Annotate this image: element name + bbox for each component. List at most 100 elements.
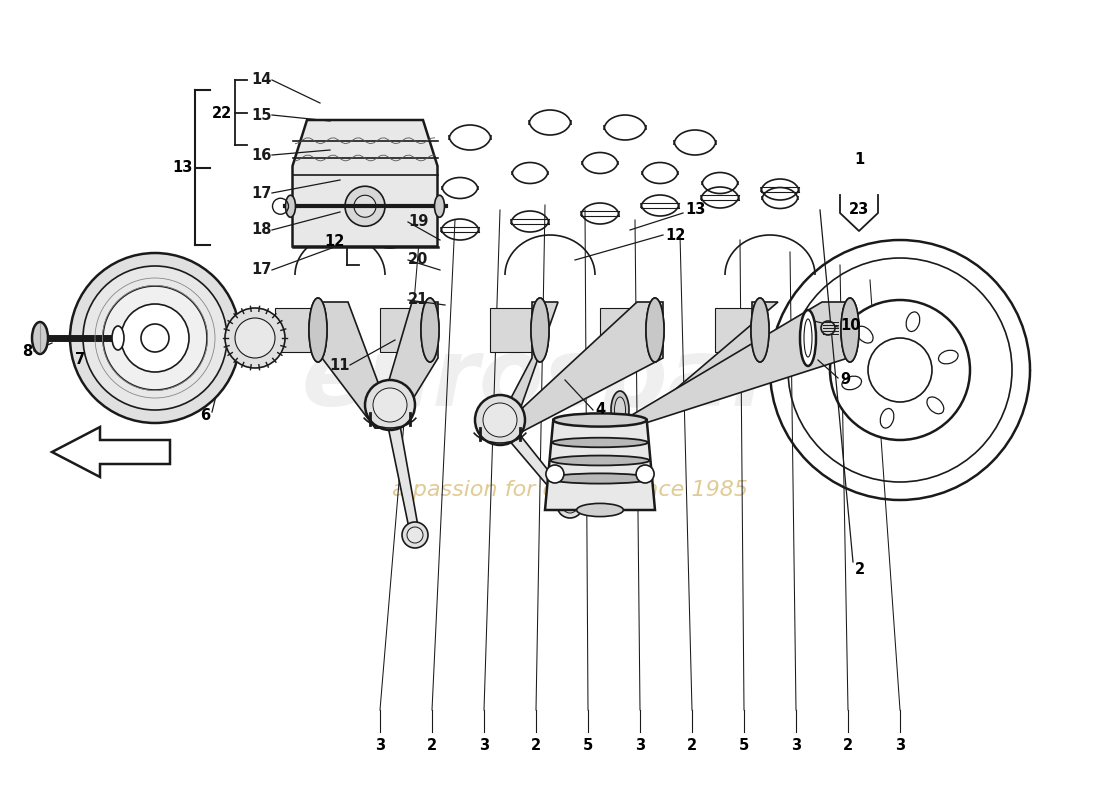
Text: 19: 19 bbox=[408, 214, 428, 230]
Circle shape bbox=[70, 253, 240, 423]
Ellipse shape bbox=[424, 302, 436, 358]
Polygon shape bbox=[384, 404, 424, 537]
Circle shape bbox=[483, 403, 517, 437]
Ellipse shape bbox=[553, 414, 647, 426]
Text: 8: 8 bbox=[22, 345, 32, 359]
Text: 16: 16 bbox=[252, 147, 272, 162]
Ellipse shape bbox=[552, 438, 648, 447]
Circle shape bbox=[788, 258, 1012, 482]
Ellipse shape bbox=[615, 397, 626, 423]
Text: a passion for driving since 1985: a passion for driving since 1985 bbox=[392, 480, 748, 500]
Text: 2: 2 bbox=[843, 738, 854, 753]
Polygon shape bbox=[375, 302, 438, 428]
Circle shape bbox=[402, 522, 428, 548]
Text: 3: 3 bbox=[375, 738, 385, 753]
Circle shape bbox=[235, 318, 275, 358]
Polygon shape bbox=[544, 420, 654, 510]
Ellipse shape bbox=[751, 298, 769, 362]
Ellipse shape bbox=[309, 298, 327, 362]
Ellipse shape bbox=[649, 302, 661, 358]
Circle shape bbox=[557, 492, 583, 518]
Polygon shape bbox=[610, 302, 848, 428]
Text: 23: 23 bbox=[849, 202, 869, 218]
Circle shape bbox=[636, 465, 654, 483]
Text: 12: 12 bbox=[666, 227, 685, 242]
Text: 2: 2 bbox=[686, 738, 697, 753]
Text: 13: 13 bbox=[172, 161, 192, 175]
Ellipse shape bbox=[309, 298, 327, 362]
Ellipse shape bbox=[534, 302, 546, 358]
Text: 2: 2 bbox=[427, 738, 437, 753]
Circle shape bbox=[373, 388, 407, 422]
Ellipse shape bbox=[379, 397, 390, 423]
Polygon shape bbox=[322, 302, 395, 428]
Text: 17: 17 bbox=[252, 186, 272, 201]
Circle shape bbox=[830, 300, 970, 440]
Text: 2: 2 bbox=[855, 562, 865, 578]
Ellipse shape bbox=[906, 312, 920, 331]
Ellipse shape bbox=[646, 298, 664, 362]
Ellipse shape bbox=[421, 298, 439, 362]
Text: 11: 11 bbox=[330, 358, 350, 373]
Circle shape bbox=[121, 304, 189, 372]
Ellipse shape bbox=[927, 397, 944, 414]
Polygon shape bbox=[490, 302, 558, 438]
Polygon shape bbox=[490, 308, 540, 352]
Ellipse shape bbox=[491, 401, 509, 439]
Text: 3: 3 bbox=[791, 738, 801, 753]
Text: 22: 22 bbox=[212, 106, 232, 121]
Text: 4: 4 bbox=[595, 402, 605, 418]
Text: 17: 17 bbox=[252, 262, 272, 278]
Ellipse shape bbox=[751, 298, 769, 362]
Text: 13: 13 bbox=[685, 202, 705, 218]
Ellipse shape bbox=[938, 350, 958, 364]
Ellipse shape bbox=[576, 503, 624, 517]
Text: 5: 5 bbox=[739, 738, 749, 753]
Ellipse shape bbox=[495, 407, 506, 433]
Polygon shape bbox=[52, 427, 170, 477]
Ellipse shape bbox=[842, 298, 859, 362]
Ellipse shape bbox=[376, 391, 394, 429]
Text: 21: 21 bbox=[408, 293, 428, 307]
Text: 7: 7 bbox=[75, 353, 85, 367]
Circle shape bbox=[821, 321, 835, 335]
Ellipse shape bbox=[804, 319, 812, 357]
Circle shape bbox=[546, 465, 564, 483]
Ellipse shape bbox=[434, 195, 444, 218]
Ellipse shape bbox=[550, 455, 649, 466]
Polygon shape bbox=[293, 120, 438, 246]
Ellipse shape bbox=[646, 298, 664, 362]
Text: 3: 3 bbox=[478, 738, 490, 753]
Text: 3: 3 bbox=[635, 738, 645, 753]
Text: 12: 12 bbox=[324, 234, 345, 250]
Polygon shape bbox=[810, 308, 850, 352]
Ellipse shape bbox=[610, 391, 629, 429]
Circle shape bbox=[354, 195, 376, 218]
Circle shape bbox=[475, 395, 525, 445]
Text: 14: 14 bbox=[252, 73, 272, 87]
Ellipse shape bbox=[312, 302, 324, 358]
Text: 2: 2 bbox=[531, 738, 541, 753]
Ellipse shape bbox=[844, 302, 856, 358]
Ellipse shape bbox=[112, 326, 124, 350]
Text: 15: 15 bbox=[252, 107, 272, 122]
Ellipse shape bbox=[856, 326, 873, 343]
Ellipse shape bbox=[421, 298, 439, 362]
Ellipse shape bbox=[754, 302, 766, 358]
Ellipse shape bbox=[531, 298, 549, 362]
Polygon shape bbox=[610, 302, 778, 428]
Polygon shape bbox=[715, 308, 760, 352]
Circle shape bbox=[82, 266, 227, 410]
Text: 18: 18 bbox=[252, 222, 272, 238]
Ellipse shape bbox=[842, 298, 859, 362]
Circle shape bbox=[562, 497, 578, 513]
Circle shape bbox=[226, 308, 285, 368]
Polygon shape bbox=[490, 302, 663, 438]
Ellipse shape bbox=[800, 310, 816, 366]
Circle shape bbox=[868, 338, 932, 402]
Text: 1: 1 bbox=[854, 153, 865, 167]
Text: 6: 6 bbox=[200, 407, 210, 422]
Circle shape bbox=[365, 380, 415, 430]
Text: 20: 20 bbox=[408, 253, 428, 267]
Polygon shape bbox=[600, 308, 650, 352]
